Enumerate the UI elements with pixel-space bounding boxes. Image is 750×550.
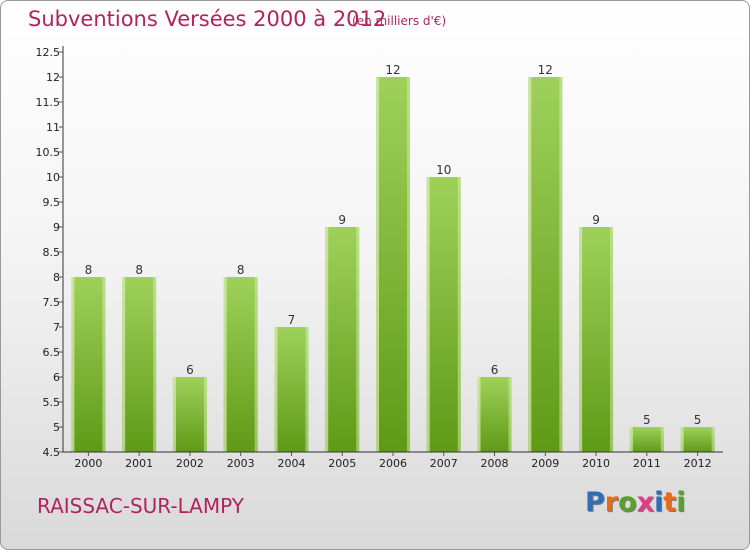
x-tick-label: 2010 bbox=[582, 457, 610, 470]
x-tick-label: 2005 bbox=[328, 457, 356, 470]
bar-highlight bbox=[223, 277, 227, 452]
bar-highlight bbox=[153, 277, 157, 452]
y-tick-label: 12 bbox=[46, 71, 60, 84]
chart-subtitle: (en milliers d'€) bbox=[352, 14, 447, 28]
bar-highlight bbox=[508, 377, 512, 452]
bar-value-label: 6 bbox=[186, 363, 194, 377]
x-tick-label: 2002 bbox=[176, 457, 204, 470]
bar-value-label: 7 bbox=[288, 313, 296, 327]
x-axis: 2000 2001 2002 2003 2004 2005 2006 2007 2008 2009… bbox=[63, 451, 723, 470]
bar-2009 bbox=[528, 77, 563, 452]
data-labels: 8 8 6 8 7 9 12 10 6 12 9 5 5 bbox=[85, 63, 702, 427]
x-tick-label: 2011 bbox=[633, 457, 661, 470]
logo-letter: i bbox=[676, 487, 686, 518]
bar-highlight bbox=[528, 77, 532, 452]
bar-highlight bbox=[610, 227, 614, 452]
bar-2006 bbox=[376, 77, 410, 452]
x-tick-label: 2007 bbox=[430, 457, 458, 470]
bar-highlight bbox=[579, 227, 583, 452]
bar-highlight bbox=[711, 427, 715, 452]
bar-2008 bbox=[477, 377, 512, 452]
bar-value-label: 8 bbox=[85, 263, 93, 277]
y-tick-label: 11 bbox=[46, 121, 60, 134]
y-tick-label: 5.5 bbox=[43, 396, 61, 409]
y-tick-label: 6 bbox=[53, 371, 60, 384]
y-tick-label: 7 bbox=[53, 321, 60, 334]
logo-letter: P bbox=[585, 487, 605, 518]
bar-highlight bbox=[305, 327, 309, 452]
bar-value-label: 12 bbox=[385, 63, 400, 77]
bar-2005 bbox=[325, 227, 360, 452]
bar-2000 bbox=[71, 277, 106, 452]
bar-highlight bbox=[407, 77, 410, 452]
bar-value-label: 6 bbox=[491, 363, 499, 377]
bar-highlight bbox=[660, 427, 664, 452]
y-tick-label: 6.5 bbox=[43, 346, 61, 359]
bar-highlight bbox=[559, 77, 563, 452]
chart-title: Subventions Versées 2000 à 2012 bbox=[28, 7, 387, 31]
y-tick-label: 7.5 bbox=[43, 296, 61, 309]
bar-highlight bbox=[274, 327, 278, 452]
bar-highlight bbox=[356, 227, 360, 452]
bar-highlight bbox=[680, 427, 684, 452]
bar-highlight bbox=[376, 77, 379, 452]
x-tick-label: 2004 bbox=[277, 457, 305, 470]
bar-value-label: 10 bbox=[436, 163, 451, 177]
x-tick-label: 2012 bbox=[684, 457, 712, 470]
bar-2002 bbox=[172, 377, 207, 452]
logo-letter: x bbox=[636, 487, 655, 518]
bar-highlight bbox=[325, 227, 329, 452]
logo-letter: t bbox=[663, 487, 677, 518]
bar-value-label: 5 bbox=[694, 413, 702, 427]
bar-highlight bbox=[102, 277, 106, 452]
y-tick-label: 8 bbox=[53, 271, 60, 284]
x-tick-label: 2006 bbox=[379, 457, 407, 470]
y-tick-label: 8.5 bbox=[43, 246, 61, 259]
bar-2001 bbox=[122, 277, 157, 452]
proxiti-logo: Proxiti bbox=[585, 487, 686, 518]
bar-2010 bbox=[579, 227, 614, 452]
x-tick-label: 2003 bbox=[227, 457, 255, 470]
bar-2004 bbox=[274, 327, 309, 452]
bar-value-label: 12 bbox=[538, 63, 553, 77]
x-tick-label: 2009 bbox=[531, 457, 559, 470]
y-tick-label: 4.5 bbox=[43, 446, 61, 459]
bar-highlight bbox=[457, 177, 461, 452]
y-tick-label: 5 bbox=[53, 421, 60, 434]
bars bbox=[71, 77, 715, 452]
logo-letter: r bbox=[604, 487, 619, 518]
y-tick-label: 9 bbox=[53, 221, 60, 234]
x-tick-label: 2000 bbox=[74, 457, 102, 470]
y-tick-label: 10.5 bbox=[36, 146, 61, 159]
bar-2007 bbox=[426, 177, 461, 452]
bar-highlight bbox=[426, 177, 430, 452]
commune-name: RAISSAC-SUR-LAMPY bbox=[37, 494, 244, 518]
y-axis: 4.5 5 5.5 6 6.5 7 7.5 8 8.5 9 9.5 10 10.5 11 11.5 12 12.… bbox=[36, 46, 64, 459]
bar-value-label: 9 bbox=[338, 213, 346, 227]
bar-highlight bbox=[203, 377, 207, 452]
bar-highlight bbox=[254, 277, 258, 452]
bar-value-label: 5 bbox=[643, 413, 651, 427]
bar-highlight bbox=[172, 377, 176, 452]
bar-2012 bbox=[680, 427, 715, 452]
bar-2003 bbox=[223, 277, 258, 452]
bar-2011 bbox=[629, 427, 664, 452]
bar-value-label: 8 bbox=[135, 263, 143, 277]
y-tick-label: 9.5 bbox=[43, 196, 61, 209]
y-tick-label: 12.5 bbox=[36, 46, 61, 59]
x-tick-label: 2008 bbox=[481, 457, 509, 470]
x-tick-label: 2001 bbox=[125, 457, 153, 470]
bar-highlight bbox=[122, 277, 126, 452]
logo-letter: o bbox=[618, 487, 637, 518]
y-tick-label: 10 bbox=[46, 171, 60, 184]
bar-highlight bbox=[71, 277, 75, 452]
bar-value-label: 8 bbox=[237, 263, 245, 277]
bar-highlight bbox=[629, 427, 633, 452]
bar-value-label: 9 bbox=[592, 213, 600, 227]
y-tick-label: 11.5 bbox=[36, 96, 61, 109]
bar-highlight bbox=[477, 377, 481, 452]
logo-letter: i bbox=[654, 487, 664, 518]
